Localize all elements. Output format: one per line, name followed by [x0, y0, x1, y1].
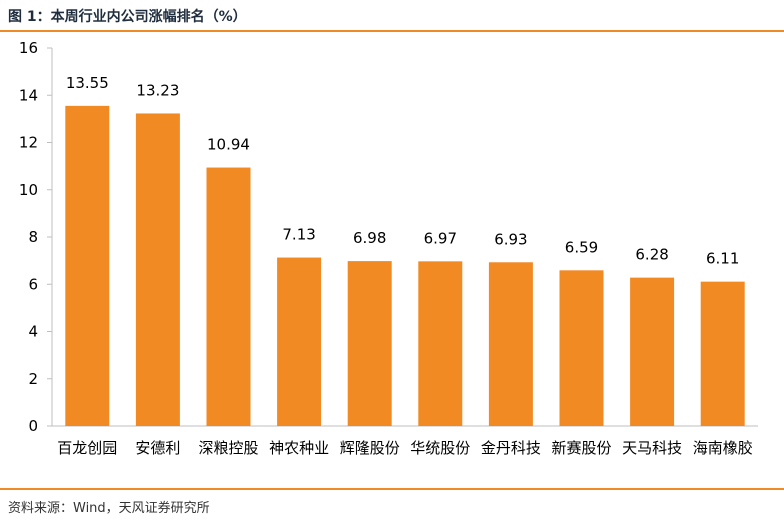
category-label: 百龙创园 — [57, 439, 117, 457]
data-label: 6.93 — [494, 230, 527, 248]
figure-title: 图 1：本周行业内公司涨幅排名（%） — [8, 9, 247, 25]
data-label: 13.23 — [136, 81, 179, 99]
category-label: 安德利 — [135, 439, 180, 457]
bar — [418, 261, 463, 426]
data-label: 7.13 — [282, 226, 315, 244]
data-label: 13.55 — [66, 74, 109, 92]
bottom-divider — [0, 488, 784, 490]
data-label: 6.59 — [565, 238, 598, 256]
category-label: 新赛股份 — [551, 439, 611, 457]
y-tick-label: 2 — [28, 370, 38, 388]
bar — [277, 257, 322, 426]
bar — [700, 281, 745, 426]
bar — [65, 105, 110, 426]
bar-chart: 0 2 4 6 8 10 12 14 16 13.55 百龙创园 13.23 安德利 10.94 深粮控股 7… — [19, 39, 758, 457]
top-divider — [0, 30, 784, 32]
data-label: 10.94 — [207, 136, 250, 154]
y-tick-label: 0 — [28, 417, 38, 435]
category-label: 金丹科技 — [481, 439, 541, 457]
source-note: 资料来源：Wind，天风证券研究所 — [8, 501, 210, 516]
data-label: 6.11 — [706, 250, 739, 268]
bar — [559, 270, 604, 426]
y-tick-label: 6 — [28, 275, 38, 293]
bar — [206, 167, 251, 427]
y-tick-label: 8 — [28, 228, 38, 246]
bar — [488, 262, 533, 426]
category-label: 天马科技 — [622, 439, 682, 457]
y-tick-label: 14 — [19, 86, 38, 104]
data-label: 6.97 — [424, 229, 457, 247]
data-label: 6.28 — [635, 246, 668, 264]
bar — [630, 277, 675, 426]
category-label: 华统股份 — [410, 439, 470, 457]
y-tick-label: 4 — [28, 323, 38, 341]
bar — [347, 261, 392, 426]
category-label: 辉隆股份 — [340, 439, 400, 457]
data-label: 6.98 — [353, 229, 386, 247]
category-label: 神农种业 — [269, 439, 329, 457]
bar — [135, 113, 180, 426]
category-label: 海南橡胶 — [693, 439, 753, 457]
y-tick-label: 16 — [19, 39, 38, 57]
y-tick-label: 10 — [19, 181, 38, 199]
y-tick-label: 12 — [19, 134, 38, 152]
category-label: 深粮控股 — [198, 439, 258, 457]
